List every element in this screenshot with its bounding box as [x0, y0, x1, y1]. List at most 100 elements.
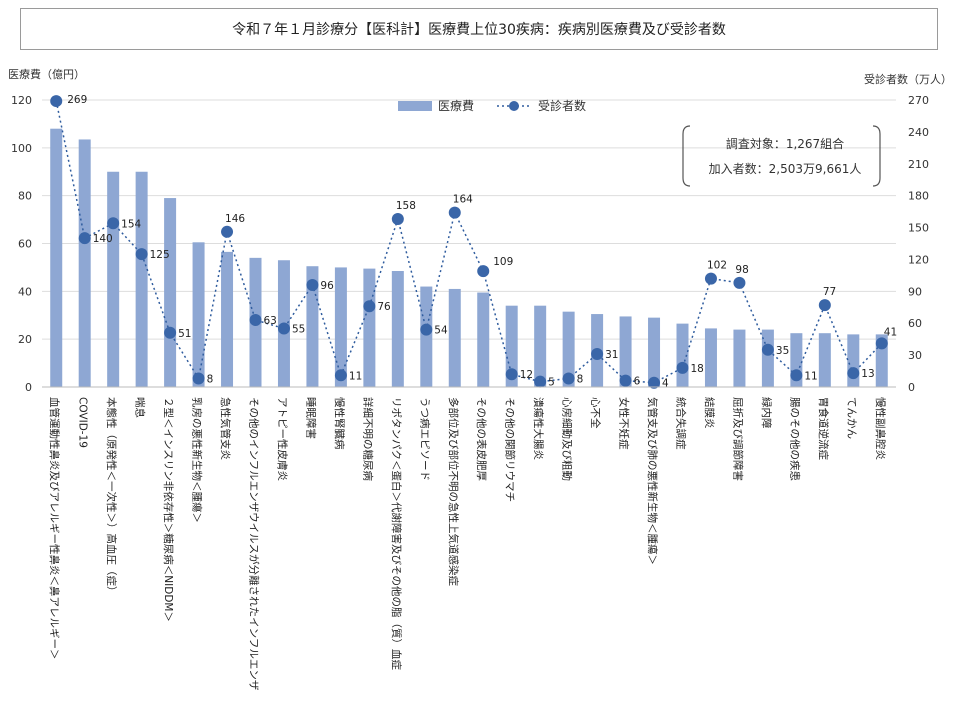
line-marker — [875, 337, 888, 350]
line-marker — [761, 343, 774, 356]
line-marker — [192, 372, 205, 385]
line-marker — [249, 314, 262, 327]
x-category-label: 女性不妊症 — [618, 397, 631, 450]
bar — [420, 286, 433, 387]
line-marker — [277, 322, 290, 335]
x-category-label: 結膜炎 — [703, 397, 716, 429]
x-category-label: 本態性（原発性＜一次性＞）高血圧（症） — [105, 397, 118, 597]
y-right-tick-label: 30 — [908, 349, 922, 362]
x-category-label: 緑内障 — [760, 397, 773, 429]
line-marker — [50, 95, 63, 108]
note-left-brace — [682, 125, 691, 187]
line-marker — [591, 348, 604, 361]
data-label: 63 — [264, 315, 277, 327]
axes: 0 20 40 60 80 100 120 0 30 60 90 120 150 180 210 240 270 — [11, 94, 929, 394]
x-category-label: 慢性副鼻腔炎 — [874, 397, 887, 460]
line-marker — [107, 217, 120, 230]
legend-bar-label: 医療費 — [438, 98, 474, 113]
line-marker — [676, 361, 689, 374]
category-labels: 血管運動性鼻炎及びアレルギー性鼻炎＜鼻アレルギー＞ COVID-19 本態性（原発性… — [48, 397, 887, 691]
y-right-tick-label: 180 — [908, 190, 929, 203]
bar — [733, 329, 746, 387]
y-right-tick-label: 150 — [908, 222, 929, 235]
data-label: 146 — [225, 213, 245, 225]
data-label: 102 — [707, 260, 727, 272]
data-label: 269 — [67, 94, 87, 106]
x-category-label: 屈折及び調節障害 — [731, 397, 744, 481]
line-series: 2691401541255181466355961176158541641091… — [50, 94, 897, 390]
data-label: 164 — [453, 194, 473, 206]
bar — [761, 329, 774, 387]
data-label: 98 — [735, 264, 748, 276]
line-marker — [505, 368, 518, 381]
note-right-brace — [872, 125, 881, 187]
x-category-label: その他の表皮肥厚 — [475, 397, 488, 481]
x-category-label: 急性気管支炎 — [219, 397, 232, 460]
bar — [334, 267, 347, 387]
x-category-label: ２型＜インスリン非依存性＞糖尿病＜NIDDM＞ — [162, 397, 175, 622]
data-label: 77 — [823, 286, 836, 298]
data-label: 154 — [121, 218, 141, 230]
bar — [221, 251, 234, 387]
line-marker — [477, 265, 490, 278]
x-category-label: リポタンパク＜蛋白＞代謝障害及びその他の脂（質）血症 — [390, 397, 403, 670]
x-category-label: 睡眠障害 — [304, 397, 317, 439]
line-marker — [847, 367, 860, 380]
data-label: 96 — [320, 280, 334, 292]
line-marker — [363, 300, 376, 313]
y-right-tick-label: 60 — [908, 317, 922, 330]
y-right-tick-label: 90 — [908, 285, 922, 298]
bar — [192, 242, 205, 387]
line-marker — [391, 213, 404, 226]
y-left-tick-label: 40 — [18, 285, 32, 298]
line-marker — [448, 206, 461, 219]
y-left-tick-label: 60 — [18, 238, 32, 251]
bar — [391, 271, 404, 387]
legend-line-marker — [509, 101, 519, 111]
line-marker — [733, 276, 746, 289]
line-marker — [78, 232, 91, 245]
data-label: 35 — [776, 345, 789, 357]
x-category-label: 胃食道逆流症 — [817, 397, 830, 460]
x-category-label: 気管支及び肺の悪性新生物＜腫瘍＞ — [646, 397, 659, 565]
line-marker — [534, 375, 547, 388]
x-category-label: その他のインフルエンザウイルスが分離されたインフルエンザ — [248, 397, 261, 691]
x-category-label: 喘息 — [134, 397, 147, 418]
line-marker — [164, 326, 177, 339]
y-axis-left-title: 医療費（億円） — [8, 67, 85, 81]
line-marker — [221, 225, 234, 238]
info-note: 調査対象：1,267組合 加入者数：2,503万9,661人 — [682, 125, 881, 187]
y-left-tick-label: 120 — [11, 94, 32, 107]
data-label: 8 — [207, 373, 214, 385]
line-marker — [790, 369, 803, 382]
line-marker — [334, 369, 347, 382]
data-label: 4 — [662, 378, 669, 390]
note-line-2: 加入者数：2,503万9,661人 — [709, 161, 862, 176]
bar — [50, 128, 63, 387]
data-label: 13 — [861, 368, 874, 380]
data-label: 109 — [493, 256, 513, 268]
y-left-tick-label: 0 — [25, 381, 32, 394]
line-marker — [135, 248, 148, 261]
data-label: 18 — [691, 363, 704, 375]
data-label: 5 — [548, 377, 555, 389]
bar — [135, 171, 148, 387]
y-left-tick-label: 80 — [18, 190, 32, 203]
bar — [164, 198, 177, 387]
line-marker — [562, 372, 575, 385]
x-category-label: 多部位及び部位不明の急性上気道感染症 — [447, 397, 460, 586]
x-category-label: 乳房の悪性新生物＜腫瘍＞ — [191, 397, 204, 523]
bar — [363, 268, 376, 387]
line-marker — [818, 299, 831, 312]
y-left-tick-label: 100 — [11, 142, 32, 155]
line-marker — [648, 376, 661, 389]
bar — [107, 171, 120, 387]
y-right-tick-label: 210 — [908, 158, 929, 171]
x-category-label: アトピー性皮膚炎 — [276, 397, 289, 481]
legend: 医療費 受診者数 — [398, 98, 586, 113]
x-category-label: うつ病エピソード — [418, 397, 431, 481]
data-label: 11 — [349, 370, 362, 382]
line-marker — [420, 323, 433, 336]
y-axis-right-title: 受診者数（万人） — [864, 72, 952, 86]
